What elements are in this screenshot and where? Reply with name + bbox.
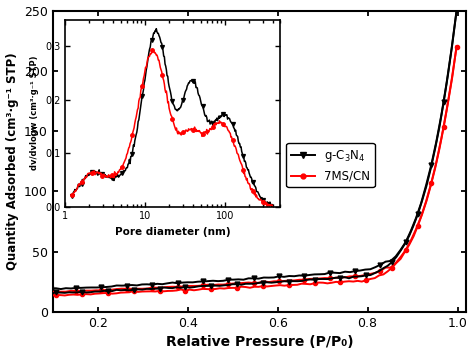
Legend: g-C$_3$N$_4$, 7MS/CN: g-C$_3$N$_4$, 7MS/CN: [286, 143, 375, 187]
Y-axis label: Quantity Adsorbed (cm³·g⁻¹ STP): Quantity Adsorbed (cm³·g⁻¹ STP): [6, 53, 18, 270]
X-axis label: Relative Pressure (P/P₀): Relative Pressure (P/P₀): [166, 335, 354, 349]
